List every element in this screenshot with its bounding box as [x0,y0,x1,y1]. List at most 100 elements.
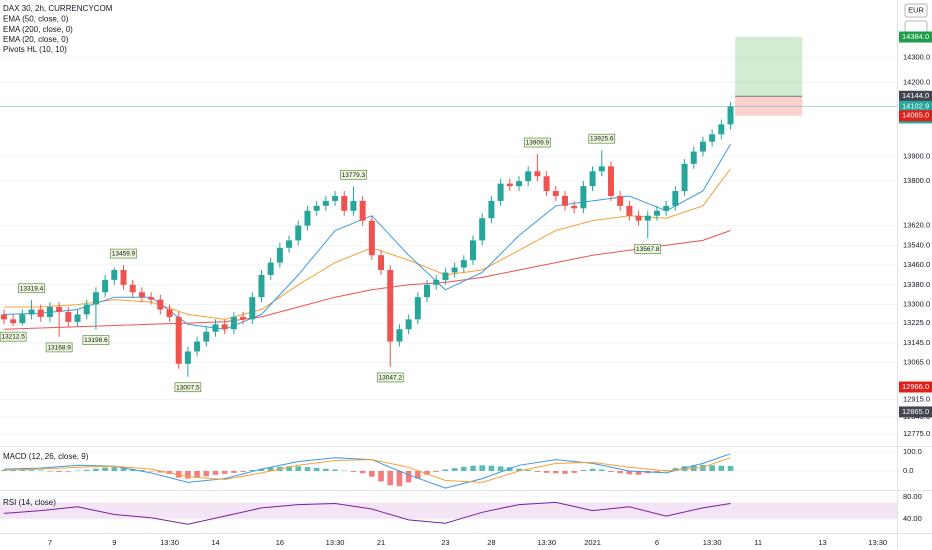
candle-body [690,151,697,164]
price-label: 12865.0 [902,407,929,416]
price-label-box [899,381,932,393]
x-tick-label: 13:30 [537,538,556,547]
x-tick-label: 16 [276,538,284,547]
candle-body [589,171,596,187]
histogram-bar [359,470,366,474]
price-label: 14102.9 [902,101,929,110]
histogram-bar [47,470,53,472]
x-tick-label: 6 [655,538,659,547]
histogram-bar [461,466,467,471]
histogram-bar [608,470,614,472]
candle-body [304,210,311,226]
indicator-line [3,230,731,330]
candle-body [433,279,440,285]
histogram-bar [387,470,394,486]
candle-body [387,270,394,342]
histogram-bar [589,468,596,471]
histogram-bar [267,467,274,471]
pivot-label-box [588,133,616,144]
currency: EUR [908,5,924,14]
histogram-bar [369,470,375,477]
histogram-bar [194,470,200,478]
candle-body [396,329,403,342]
histogram-bar [37,470,44,472]
histogram-bar [635,470,642,475]
price-label: 14065.0 [902,111,929,120]
y-tick-label: 13300.0 [903,300,930,309]
histogram-bar [56,470,62,472]
legend-entry: EMA (50, close, 0) [3,15,69,24]
candle-body [359,200,366,221]
histogram-bar [470,465,476,471]
candle-body [580,186,587,209]
candle-body [111,270,118,280]
pivot-label: 13909.9 [526,140,550,147]
pivot-label: 13459.9 [112,251,136,258]
histogram-bar [65,470,72,472]
y-tick-label: 0.0 [903,466,913,475]
candle-body [414,297,421,320]
candle-body [727,106,734,125]
pivot-label: 13319.4 [20,285,44,292]
histogram-bar [295,466,302,471]
pivot-label-box [174,382,202,393]
histogram-bar [313,467,320,471]
candle-body [442,272,449,280]
candle-body [138,292,145,298]
candle-body [157,299,164,310]
histogram-bar [240,470,246,472]
x-tick-label: 13:30 [703,538,722,547]
candle-body [175,316,182,364]
histogram-bar [451,468,458,471]
candle-body [424,284,431,298]
plot: 14300.0 14200.0 13900.0 13800.0 13620.0 13540… [0,15,932,547]
y-tick-label: 40.00 [903,514,922,523]
legend-entry: EMA (200, close, 0) [3,25,73,34]
pivot-label: 13168.9 [47,344,71,351]
candle-body [258,274,265,298]
histogram-bar [700,464,706,471]
histogram-bar [562,470,568,474]
candle-body [607,166,614,196]
candle-body [267,262,274,275]
indicator-line [3,143,731,330]
x-tick-label: 23 [441,538,449,547]
candle-body [166,309,173,317]
histogram-bar [148,470,154,472]
macd-title: MACD (12, 26, close, 9) [3,452,89,461]
candle-body [681,163,688,192]
x-tick-label: 14 [211,538,219,547]
take-profit-zone [735,37,803,97]
histogram-bar [221,470,228,474]
currency-box[interactable] [904,3,928,18]
legend-entry: EMA (20, close, 0) [3,35,69,44]
pivot-label-box [376,372,404,383]
candle-body [83,304,90,315]
candle-body [295,225,302,241]
scale-box[interactable] [904,20,928,33]
candle-body [470,240,477,261]
candle-body [10,319,17,324]
y-tick-label: 13540.0 [903,240,930,249]
candle-body [561,195,568,206]
candle-body [276,247,283,263]
histogram-bar [415,470,421,479]
y-tick-label: 13800.0 [903,176,930,185]
pivot-label: 13567.8 [636,246,660,253]
candle-body [653,210,660,216]
histogram-bar [74,470,81,472]
histogram-bar [185,470,191,479]
y-tick-label: 14300.0 [903,53,930,62]
histogram-bar [258,468,265,471]
histogram-bar [488,465,495,471]
histogram-bar [341,470,348,472]
candle-body [543,176,550,192]
candle-body [313,205,320,211]
pivot-label: 13779.3 [342,172,366,179]
price-label-box [899,90,932,102]
candle-body [598,166,605,172]
candle-body [525,171,532,182]
histogram-bar [231,470,237,473]
candle-body [378,255,385,271]
